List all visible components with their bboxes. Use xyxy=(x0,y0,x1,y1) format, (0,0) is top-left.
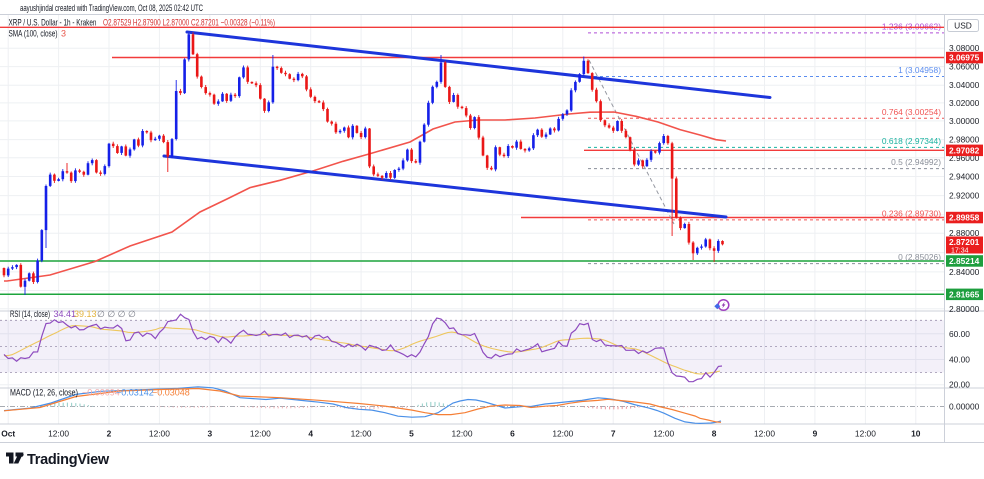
svg-text:40.00: 40.00 xyxy=(949,355,970,365)
svg-text:3: 3 xyxy=(61,29,66,39)
svg-text:3.02000: 3.02000 xyxy=(949,98,980,108)
svg-text:12:00: 12:00 xyxy=(149,429,170,439)
svg-text:∅ ∅ ∅ ∅: ∅ ∅ ∅ ∅ xyxy=(97,309,136,319)
svg-text:aayushjindal created with Trad: aayushjindal created with TradingView.co… xyxy=(20,3,203,13)
svg-text:2.96000: 2.96000 xyxy=(949,153,980,163)
svg-text:0 (2.85026): 0 (2.85026) xyxy=(898,252,941,262)
svg-text:5: 5 xyxy=(409,429,414,439)
svg-text:12:00: 12:00 xyxy=(653,429,674,439)
svg-text:0.00000: 0.00000 xyxy=(949,402,980,412)
svg-text:2.81665: 2.81665 xyxy=(949,289,980,299)
svg-text:12:00: 12:00 xyxy=(250,429,271,439)
svg-text:34.41: 34.41 xyxy=(54,309,77,319)
svg-text:10: 10 xyxy=(911,429,921,439)
svg-text:8: 8 xyxy=(712,429,717,439)
svg-text:2.98000: 2.98000 xyxy=(949,135,980,145)
svg-text:12:00: 12:00 xyxy=(552,429,573,439)
svg-text:7: 7 xyxy=(611,429,616,439)
svg-text:12:00: 12:00 xyxy=(48,429,69,439)
svg-text:1.236 (3.09662): 1.236 (3.09662) xyxy=(882,21,941,31)
svg-text:2.88000: 2.88000 xyxy=(949,228,980,238)
svg-text:9: 9 xyxy=(813,429,818,439)
svg-text:Oct: Oct xyxy=(1,429,15,439)
svg-text:2.84000: 2.84000 xyxy=(949,267,980,277)
svg-text:2.94000: 2.94000 xyxy=(949,172,980,182)
svg-text:60.00: 60.00 xyxy=(949,329,970,339)
svg-text:39.13: 39.13 xyxy=(74,309,97,319)
svg-text:0.764 (3.00254): 0.764 (3.00254) xyxy=(882,107,941,117)
svg-text:12:00: 12:00 xyxy=(754,429,775,439)
svg-text:2.89858: 2.89858 xyxy=(949,213,980,223)
svg-text:12:00: 12:00 xyxy=(855,429,876,439)
svg-text:2.92000: 2.92000 xyxy=(949,191,980,201)
svg-text:−0.03048: −0.03048 xyxy=(152,388,190,398)
svg-text:12:00: 12:00 xyxy=(452,429,473,439)
svg-text:0.236 (2.89730): 0.236 (2.89730) xyxy=(882,208,941,218)
svg-text:0.5 (2.94992): 0.5 (2.94992) xyxy=(891,157,941,167)
svg-text:0.618 (2.97344): 0.618 (2.97344) xyxy=(882,136,941,146)
svg-text:1 (3.04958): 1 (3.04958) xyxy=(898,65,941,75)
svg-text:2.85214: 2.85214 xyxy=(949,256,980,266)
svg-text:6: 6 xyxy=(510,429,515,439)
svg-text:2.87201: 2.87201 xyxy=(949,237,980,247)
svg-text:3.06975: 3.06975 xyxy=(949,53,980,63)
svg-text:20.00: 20.00 xyxy=(949,380,970,390)
svg-text:USD: USD xyxy=(954,21,972,31)
svg-text:4: 4 xyxy=(308,429,313,439)
svg-text:MACD (12, 26, close): MACD (12, 26, close) xyxy=(10,388,78,398)
svg-text:3.08000: 3.08000 xyxy=(949,43,980,53)
svg-text:2: 2 xyxy=(107,429,112,439)
svg-text:−0.00094: −0.00094 xyxy=(82,388,120,398)
svg-text:TradingView: TradingView xyxy=(27,452,110,468)
svg-text:2.97082: 2.97082 xyxy=(949,145,980,155)
svg-text:3: 3 xyxy=(207,429,212,439)
svg-text:3.06000: 3.06000 xyxy=(949,62,980,72)
svg-text:3.00000: 3.00000 xyxy=(949,116,980,126)
svg-text:12:00: 12:00 xyxy=(351,429,372,439)
svg-text:SMA (100, close): SMA (100, close) xyxy=(9,29,58,39)
svg-text:2.80000: 2.80000 xyxy=(949,304,980,314)
svg-text:O2.87529 H2.87900 L2.87000: O2.87529 H2.87900 L2.87000 C2.87201 −0.0… xyxy=(103,18,275,28)
svg-text:3.04000: 3.04000 xyxy=(949,80,980,90)
svg-text:XRP / U.S. Dollar - 1h - Krake: XRP / U.S. Dollar - 1h - Kraken xyxy=(9,18,97,28)
svg-text:17:34: 17:34 xyxy=(951,247,969,254)
svg-text:RSI (14, close): RSI (14, close) xyxy=(10,309,50,319)
svg-text:−0.03142: −0.03142 xyxy=(116,388,154,398)
